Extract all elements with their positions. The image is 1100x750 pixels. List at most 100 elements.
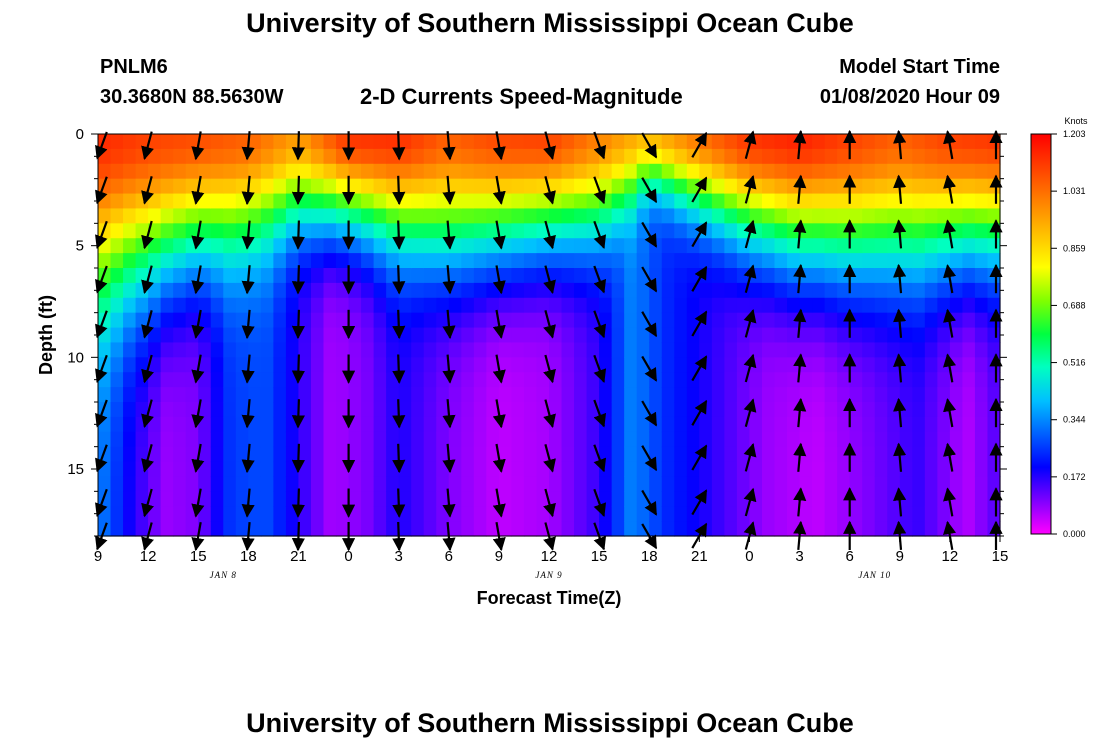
heatmap-cell — [761, 134, 776, 150]
heatmap-cell — [498, 223, 513, 239]
heatmap-cell — [862, 506, 876, 522]
heatmap-cell — [711, 312, 725, 329]
heatmap-cell — [361, 372, 375, 388]
heatmap-cell — [373, 238, 387, 254]
current-vector — [95, 354, 108, 383]
heatmap-cell — [874, 282, 888, 299]
heatmap-cell — [862, 223, 876, 239]
heatmap-cell — [123, 357, 137, 373]
heatmap-cell — [486, 461, 500, 478]
heatmap-cell — [586, 327, 600, 344]
heatmap-cell — [824, 357, 838, 373]
heatmap-cell — [461, 134, 475, 150]
heatmap-cell — [185, 521, 199, 537]
heatmap-cell — [411, 372, 425, 388]
heatmap-cell — [636, 282, 650, 299]
heatmap-cell — [862, 193, 876, 210]
heatmap-cell — [599, 208, 613, 224]
heatmap-cell — [398, 491, 412, 507]
heatmap-cell — [486, 253, 500, 269]
heatmap-cell — [411, 268, 425, 284]
heatmap-cell — [123, 163, 137, 180]
heatmap-cell — [373, 148, 387, 165]
heatmap-cell — [962, 402, 976, 418]
heatmap-cell — [899, 327, 913, 344]
heatmap-cell — [298, 253, 312, 269]
heatmap-cell — [774, 238, 788, 254]
heatmap-cell — [160, 416, 174, 433]
heatmap-cell — [298, 193, 312, 210]
heatmap-cell — [260, 327, 274, 344]
heatmap-cell — [361, 431, 375, 448]
heatmap-cell — [336, 238, 350, 254]
heatmap-cell — [461, 253, 475, 269]
heatmap-cell — [411, 208, 425, 224]
heatmap-cell — [937, 506, 951, 522]
heatmap-cell — [724, 506, 738, 522]
heatmap-cell — [173, 491, 187, 507]
heatmap-cell — [699, 193, 713, 210]
heatmap-cell — [624, 282, 638, 299]
heatmap-cell — [787, 431, 801, 448]
heatmap-cell — [862, 461, 876, 478]
heatmap-cell — [974, 491, 989, 507]
heatmap-cell — [336, 148, 350, 165]
heatmap-cell — [949, 491, 964, 507]
heatmap-cell — [787, 297, 801, 314]
current-vector — [141, 488, 154, 518]
heatmap-cell — [787, 148, 801, 165]
heatmap-cell — [310, 446, 325, 463]
heatmap-cell — [636, 506, 650, 522]
heatmap-cell — [611, 327, 625, 344]
heatmap-cell — [787, 282, 801, 299]
heatmap-cell — [486, 491, 500, 507]
heatmap-cell — [862, 253, 876, 269]
heatmap-cell — [160, 238, 174, 254]
heatmap-cell — [924, 163, 938, 180]
heatmap-cell — [148, 148, 162, 165]
heatmap-cell — [937, 372, 951, 388]
heatmap-cell — [962, 208, 976, 224]
heatmap-cell — [912, 342, 926, 358]
heatmap-cell — [812, 402, 826, 418]
current-vector — [893, 308, 907, 338]
heatmap-cell — [398, 506, 412, 522]
heatmap-cell — [235, 163, 249, 180]
current-vector — [492, 488, 506, 518]
heatmap-cell — [110, 357, 124, 373]
heatmap-cell — [298, 416, 312, 433]
current-vector — [543, 354, 556, 384]
current-vector — [793, 129, 807, 160]
heatmap-cell — [862, 431, 876, 448]
heatmap-cell — [924, 521, 938, 537]
heatmap-cell — [837, 416, 851, 433]
heatmap-cell — [611, 446, 625, 463]
heatmap-cell — [536, 372, 550, 388]
heatmap-cell — [924, 476, 938, 492]
colorbar-tick-label: 0.859 — [1063, 243, 1086, 253]
heatmap-cell — [461, 327, 475, 344]
heatmap-cell — [962, 461, 976, 478]
heatmap-cell — [273, 416, 287, 433]
heatmap-cell — [824, 268, 838, 284]
heatmap-cell — [611, 253, 625, 269]
heatmap-cell — [812, 178, 826, 195]
heatmap-cell — [599, 268, 613, 284]
heatmap-cell — [411, 342, 425, 358]
heatmap-cell — [398, 357, 412, 373]
colorbar-tick-label: 1.031 — [1063, 186, 1086, 196]
current-vector — [543, 488, 556, 518]
heatmap-cell — [498, 208, 513, 224]
current-vector — [593, 488, 607, 517]
heatmap-cell — [248, 387, 262, 403]
heatmap-cell — [962, 134, 976, 150]
heatmap-cell — [774, 402, 788, 418]
y-tick-label: 15 — [67, 461, 84, 478]
heatmap-cell — [599, 178, 613, 195]
current-vector — [191, 354, 205, 384]
heatmap-cell — [223, 163, 237, 180]
heatmap-cell — [173, 506, 187, 522]
x-tick-label: 9 — [896, 548, 904, 565]
heatmap-cell — [98, 297, 112, 314]
